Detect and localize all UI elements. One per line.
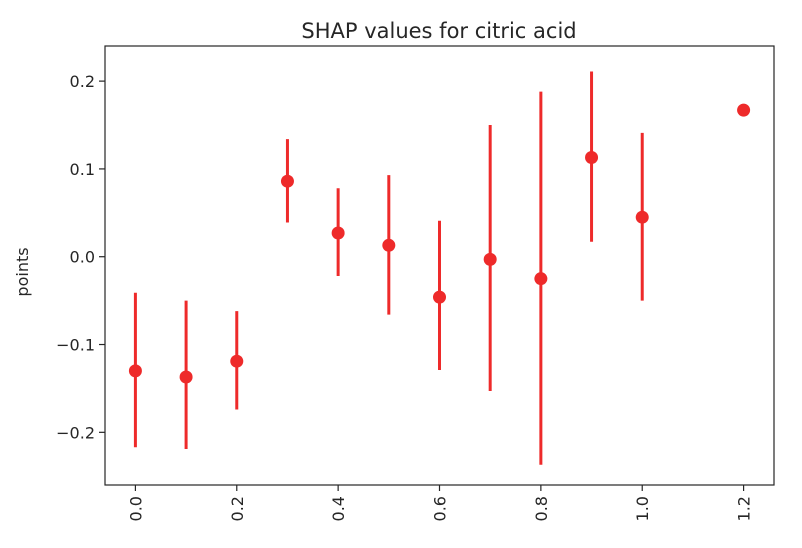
data-point [230, 354, 244, 368]
data-point [179, 370, 193, 384]
data-point [331, 226, 345, 240]
data-point [382, 238, 396, 252]
y-axis-label: points [13, 247, 32, 296]
x-tick-label: 0.6 [431, 496, 450, 521]
data-point [737, 103, 751, 117]
data-point [433, 290, 446, 304]
y-tick-label: 0.1 [70, 160, 95, 179]
data-point [483, 252, 497, 266]
x-tick-label: 0.0 [126, 496, 145, 521]
x-tick-label: 1.0 [633, 496, 652, 521]
y-tick-label: −0.1 [56, 336, 95, 355]
x-tick-label: 0.4 [329, 496, 348, 521]
x-tick-label: 1.2 [735, 496, 754, 521]
data-point [128, 364, 142, 378]
data-point [534, 272, 548, 286]
y-tick-label: 0.2 [70, 72, 95, 91]
data-point [280, 174, 294, 188]
data-point [585, 151, 599, 165]
data-points [128, 103, 751, 384]
x-tick-label: 0.8 [532, 496, 551, 521]
y-tick-label: −0.2 [56, 423, 95, 442]
chart-title: SHAP values for citric acid [301, 19, 576, 43]
data-point [635, 210, 649, 224]
error-bars [133, 71, 644, 465]
y-axis-ticks: −0.2 −0.1 0.0 0.1 0.2 [56, 72, 105, 442]
y-tick-label: 0.0 [70, 248, 95, 267]
x-tick-label: 0.2 [228, 496, 247, 521]
x-axis-ticks: 0.0 0.2 0.4 0.6 0.8 1.0 1.2 [126, 485, 754, 521]
